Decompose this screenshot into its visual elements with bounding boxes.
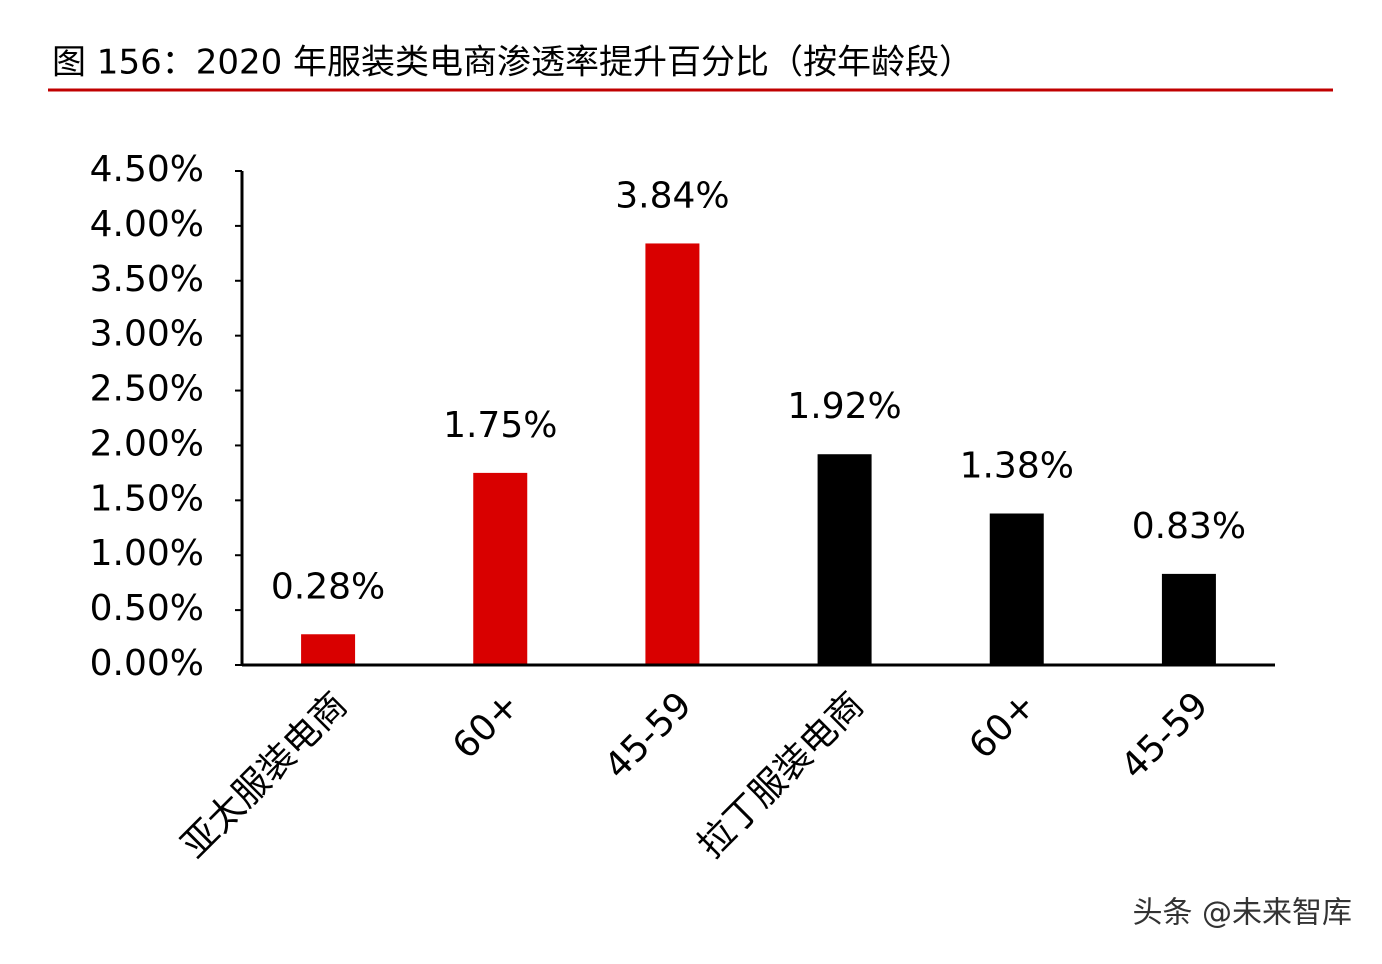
data-label: 1.92%	[787, 386, 901, 427]
y-tick-label: 3.50%	[90, 259, 204, 300]
data-label: 3.84%	[615, 175, 729, 216]
watermark: 头条 @未来智库	[1132, 896, 1352, 931]
bar	[473, 472, 528, 665]
y-tick-label: 2.00%	[90, 423, 204, 464]
data-label: 0.28%	[271, 566, 385, 607]
y-tick-label: 4.00%	[90, 204, 204, 245]
bar	[645, 243, 700, 665]
bar	[1161, 573, 1216, 665]
bar	[301, 634, 356, 665]
y-tick-label: 1.00%	[90, 533, 204, 574]
bar	[817, 454, 872, 665]
y-tick-label: 4.50%	[90, 149, 204, 190]
bar	[989, 513, 1044, 665]
data-label: 1.75%	[443, 405, 557, 446]
chart-title: 图 156：2020 年服装类电商渗透率提升百分比（按年龄段）	[52, 43, 973, 83]
y-tick-label: 3.00%	[90, 314, 204, 355]
y-tick-label: 0.50%	[90, 588, 204, 629]
y-tick-label: 1.50%	[90, 478, 204, 519]
data-label: 0.83%	[1132, 506, 1246, 547]
y-tick-label: 2.50%	[90, 369, 204, 410]
data-label: 1.38%	[960, 446, 1074, 487]
y-tick-label: 0.00%	[90, 643, 204, 684]
